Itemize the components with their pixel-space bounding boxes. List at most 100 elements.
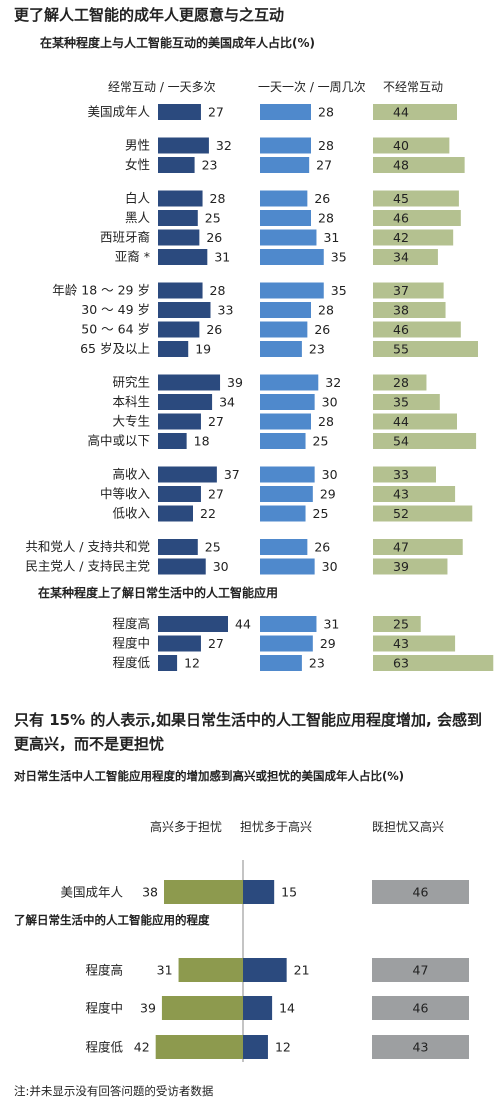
bar-weekly xyxy=(260,433,306,449)
value-label-frequent: 23 xyxy=(202,158,218,173)
bar-frequent xyxy=(158,302,211,318)
bar-rare xyxy=(373,104,457,120)
top-chart-title: 更了解人工智能的成年人更愿意与之互动 xyxy=(14,6,285,24)
row-label: 30 ～ 49 岁 xyxy=(81,302,150,317)
bar-weekly xyxy=(260,466,315,483)
value-label-rare: 35 xyxy=(393,395,409,410)
row-label: 程度高 xyxy=(112,616,150,631)
value-label-rare: 25 xyxy=(393,617,409,632)
value-label-weekly: 28 xyxy=(318,211,334,226)
value-label-rare: 48 xyxy=(393,158,409,173)
value-label-rare: 28 xyxy=(393,375,409,390)
bar-rare xyxy=(373,486,456,502)
value-label-weekly: 30 xyxy=(322,467,338,482)
bar-worried xyxy=(243,1035,268,1059)
value-label-frequent: 31 xyxy=(214,250,230,265)
bar-rare xyxy=(373,210,461,226)
top-chart-subtitle: 在某种程度上与人工智能互动的美国成年人占比(%) xyxy=(40,36,315,50)
bar-weekly xyxy=(260,229,317,246)
row-label: 高收入 xyxy=(112,467,150,482)
bar-worried xyxy=(243,880,275,904)
row-label: 美国成年人 xyxy=(87,104,150,119)
row-label: 白人 xyxy=(125,191,151,206)
value-label-rare: 37 xyxy=(393,283,409,298)
value-label-weekly: 25 xyxy=(313,506,329,521)
row-label: 男性 xyxy=(125,138,150,153)
bar-weekly xyxy=(260,157,310,173)
bar-weekly xyxy=(260,210,311,226)
bottom-chart-title: 只有 15% 的人表示,如果日常生活中的人工智能应用程度增加, 会感到更高兴，而… xyxy=(14,711,482,753)
row-label: 中等收入 xyxy=(100,486,151,501)
bar-rare xyxy=(373,374,427,391)
row-label: 年龄 18 ～ 29 岁 xyxy=(52,283,150,298)
value-label-rare: 44 xyxy=(393,414,409,429)
bar-rare xyxy=(373,558,448,575)
value-label-frequent: 37 xyxy=(224,467,240,482)
row-label: 65 岁及以上 xyxy=(80,341,150,356)
value-label-worried: 14 xyxy=(279,1001,295,1016)
bar-rare xyxy=(373,190,459,207)
bar-frequent xyxy=(158,249,208,265)
bar-frequent xyxy=(158,282,203,299)
value-label-rare: 42 xyxy=(393,230,409,245)
bar-rare xyxy=(373,249,438,265)
row-label: 研究生 xyxy=(112,375,150,390)
row-label: 程度中 xyxy=(85,1001,123,1016)
bar-happy xyxy=(161,996,243,1020)
value-label-happy: 31 xyxy=(157,963,173,978)
bar-rare xyxy=(373,282,444,299)
bar-frequent xyxy=(158,539,198,555)
bar-weekly xyxy=(260,558,315,575)
value-label-rare: 38 xyxy=(393,303,409,318)
value-label-worried: 15 xyxy=(281,885,297,900)
bar-frequent xyxy=(158,104,201,120)
bar-weekly xyxy=(260,486,313,502)
col-header-rare: 不经常互动 xyxy=(383,80,444,94)
col-header-both: 既担忧又高兴 xyxy=(372,820,445,834)
bar-happy xyxy=(164,880,243,904)
value-label-frequent: 12 xyxy=(184,656,200,671)
row-label: 大专生 xyxy=(112,414,150,429)
value-label-rare: 40 xyxy=(393,138,409,153)
value-label-both: 47 xyxy=(413,963,429,978)
bar-frequent xyxy=(158,486,201,502)
value-label-rare: 55 xyxy=(393,342,409,357)
bar-happy xyxy=(155,1035,243,1059)
value-label-frequent: 26 xyxy=(206,322,222,337)
bar-frequent xyxy=(158,616,228,632)
bar-weekly xyxy=(260,539,308,555)
value-label-weekly: 27 xyxy=(316,158,332,173)
bar-rare xyxy=(373,616,421,632)
row-label: 民主党人 / 支持民主党 xyxy=(25,559,150,574)
section-label: 在某种程度上了解日常生活中的人工智能应用 xyxy=(38,585,278,600)
bar-frequent xyxy=(158,374,221,391)
value-label-frequent: 30 xyxy=(213,559,229,574)
bar-rare xyxy=(373,539,463,555)
value-label-rare: 33 xyxy=(393,467,409,482)
bar-rare xyxy=(373,505,473,522)
value-label-frequent: 25 xyxy=(205,211,221,226)
value-label-frequent: 27 xyxy=(208,105,224,120)
bar-both xyxy=(372,958,469,982)
bar-rare xyxy=(373,321,461,338)
value-label-rare: 54 xyxy=(393,434,409,449)
row-label: 程度高 xyxy=(85,963,123,978)
value-label-weekly: 23 xyxy=(309,342,325,357)
bar-rare xyxy=(373,394,440,410)
value-label-weekly: 28 xyxy=(318,303,334,318)
footnote: 注:并未显示没有回答问题的受访者数据 xyxy=(14,1084,214,1098)
bar-frequent xyxy=(158,341,189,357)
value-label-worried: 21 xyxy=(294,963,310,978)
bar-weekly xyxy=(260,341,302,357)
value-label-weekly: 30 xyxy=(322,395,338,410)
bar-rare xyxy=(373,635,456,652)
bar-rare xyxy=(373,302,446,318)
bar-frequent xyxy=(158,321,200,338)
value-label-happy: 39 xyxy=(140,1001,156,1016)
bar-rare xyxy=(373,157,465,173)
value-label-weekly: 28 xyxy=(318,414,334,429)
value-label-both: 46 xyxy=(413,1001,429,1016)
row-label: 女性 xyxy=(125,157,150,172)
value-label-weekly: 30 xyxy=(322,559,338,574)
